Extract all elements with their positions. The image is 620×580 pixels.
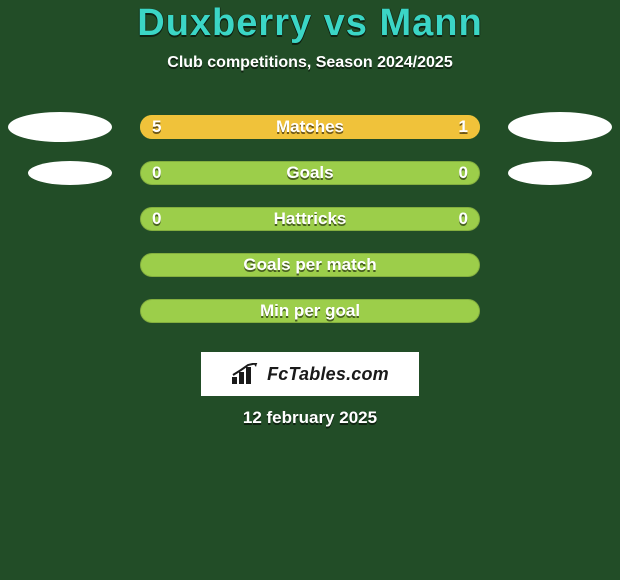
- stat-label: Hattricks: [140, 207, 480, 231]
- player-left-ellipse: [8, 112, 112, 142]
- stat-value-left: 0: [152, 161, 161, 185]
- stat-bar: Hattricks0 0: [140, 207, 480, 231]
- player-left-ellipse: [28, 161, 112, 185]
- stat-value-left: 0: [152, 207, 161, 231]
- brand-box[interactable]: FcTables.com: [201, 352, 419, 396]
- stat-label: Matches: [140, 115, 480, 139]
- stat-row: Goals per match: [0, 242, 620, 288]
- stat-label: Min per goal: [140, 299, 480, 323]
- stat-bar: Min per goal: [140, 299, 480, 323]
- subtitle: Club competitions, Season 2024/2025: [0, 54, 620, 72]
- player-right-ellipse: [508, 112, 612, 142]
- stat-row: Goals0 0: [0, 150, 620, 196]
- date: 12 february 2025: [0, 408, 620, 428]
- stat-rows: Matches51Goals00Hattricks00Goals per mat…: [0, 104, 620, 334]
- stat-value-right: 1: [459, 115, 468, 139]
- stat-row: Hattricks0 0: [0, 196, 620, 242]
- bars-icon: [231, 363, 261, 385]
- stat-label: Goals: [140, 161, 480, 185]
- stat-bar: Matches5 1: [140, 115, 480, 139]
- stat-value-right: 0: [459, 207, 468, 231]
- title: Duxberry vs Mann: [0, 4, 620, 44]
- comparison-card: Duxberry vs Mann Club competitions, Seas…: [0, 0, 620, 580]
- stat-row: Matches5 1: [0, 104, 620, 150]
- stat-row: Min per goal: [0, 288, 620, 334]
- stat-value-right: 0: [459, 161, 468, 185]
- stat-label: Goals per match: [140, 253, 480, 277]
- stat-bar: Goals per match: [140, 253, 480, 277]
- stat-bar: Goals0 0: [140, 161, 480, 185]
- brand-text: FcTables.com: [267, 364, 389, 385]
- player-right-ellipse: [508, 161, 592, 185]
- stat-value-left: 5: [152, 115, 161, 139]
